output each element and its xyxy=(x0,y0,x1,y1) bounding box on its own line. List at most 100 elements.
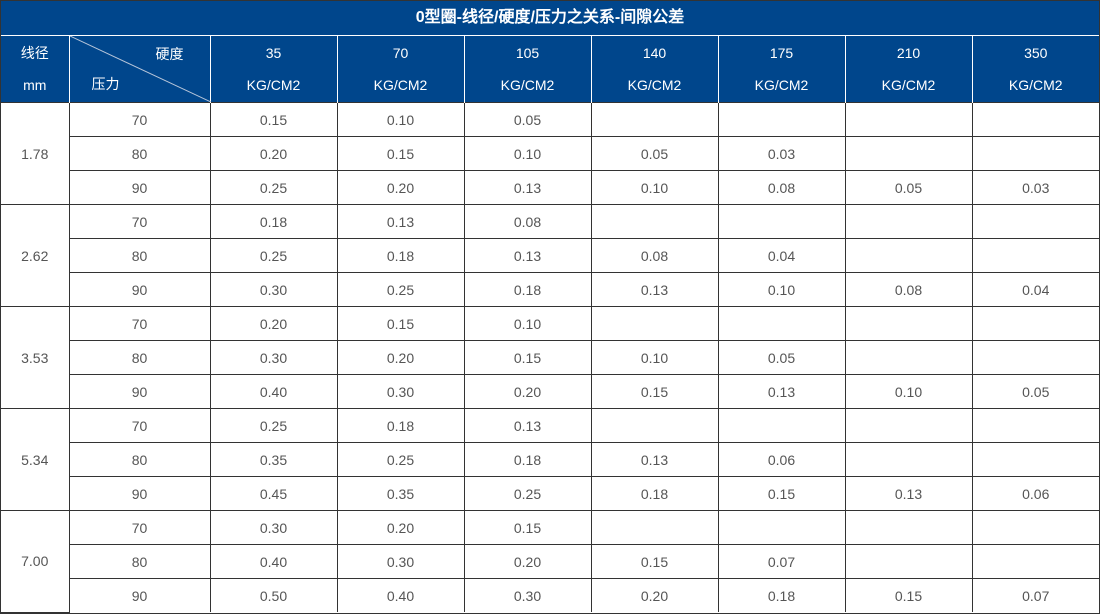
table-row: 80 0.30 0.20 0.15 0.10 0.05 xyxy=(1,340,1099,375)
tolerance-cell: 0.20 xyxy=(463,374,592,409)
tolerance-cell: 0.15 xyxy=(336,306,465,341)
pressure-value: 140 xyxy=(642,45,667,61)
tolerance-cell: 0.40 xyxy=(336,578,465,612)
tolerance-cell: 0.10 xyxy=(463,136,592,171)
hardness-cell: 80 xyxy=(68,340,211,375)
tolerance-cell xyxy=(590,102,719,137)
tolerance-cell: 0.50 xyxy=(209,578,338,612)
tolerance-cell: 0.30 xyxy=(209,340,338,375)
hardness-cell: 90 xyxy=(68,170,211,205)
tolerance-cell: 0.15 xyxy=(844,578,973,612)
table-row: 7.00 70 0.30 0.20 0.15 xyxy=(1,510,1099,613)
table-row: 90 0.40 0.30 0.20 0.15 0.13 0.10 0.05 xyxy=(1,374,1099,409)
tolerance-cell: 0.13 xyxy=(844,476,973,511)
tolerance-cell: 0.15 xyxy=(590,374,719,409)
tolerance-cell: 0.15 xyxy=(717,476,846,511)
diameter-cell: 3.53 xyxy=(1,306,70,409)
tolerance-cell xyxy=(717,306,846,341)
tolerance-cell: 0.13 xyxy=(336,204,465,239)
tolerance-cell: 0.05 xyxy=(971,374,1099,409)
tolerance-cell: 0.18 xyxy=(209,204,338,239)
diameter-label: 线径 xyxy=(20,45,49,61)
pressure-value: 350 xyxy=(1024,45,1048,61)
tolerance-cell xyxy=(971,442,1099,477)
tolerance-cell xyxy=(971,544,1099,579)
tolerance-cell xyxy=(844,102,973,137)
tolerance-cell xyxy=(971,238,1099,273)
hardness-cell: 80 xyxy=(68,238,211,273)
pressure-column-header: 140 KG/CM2 xyxy=(590,36,718,103)
tolerance-cell: 0.20 xyxy=(209,306,338,341)
pressure-unit: KG/CM2 xyxy=(754,77,809,93)
tolerance-cell: 0.08 xyxy=(717,170,846,205)
tolerance-cell: 0.08 xyxy=(590,238,719,273)
table-row: 90 0.50 0.40 0.30 0.20 0.18 0.15 0.07 xyxy=(1,578,1099,612)
tolerance-cell: 0.06 xyxy=(971,476,1099,511)
tolerance-cell: 0.13 xyxy=(590,272,719,307)
tolerance-cell: 0.10 xyxy=(336,102,465,137)
tolerance-cell: 0.10 xyxy=(844,374,973,409)
tolerance-cell: 0.05 xyxy=(590,136,719,171)
tolerance-cell: 0.04 xyxy=(717,238,846,273)
table-row: 90 0.30 0.25 0.18 0.13 0.10 0.08 0.04 xyxy=(1,272,1099,307)
hardness-cell: 70 xyxy=(68,204,211,239)
tolerance-cell: 0.13 xyxy=(463,170,592,205)
diameter-cell: 7.00 xyxy=(1,510,70,613)
tolerance-cell xyxy=(844,544,973,579)
table-row: 5.34 70 0.25 0.18 0.13 xyxy=(1,408,1099,511)
tolerance-cell: 0.07 xyxy=(717,544,846,579)
hardness-cell: 90 xyxy=(68,476,211,511)
diameter-cell: 5.34 xyxy=(1,408,70,511)
tolerance-cell: 0.03 xyxy=(971,170,1099,205)
tolerance-table: 线径 mm 硬度 压力 35 KG/CM2 70 KG/CM2 105 KG/CM2 140 K… xyxy=(1,36,1099,613)
tolerance-cell xyxy=(844,306,973,341)
tolerance-cell: 0.40 xyxy=(209,374,338,409)
tolerance-cell: 0.08 xyxy=(463,204,592,239)
tolerance-cell: 0.20 xyxy=(336,340,465,375)
tolerance-cell: 0.30 xyxy=(209,272,338,307)
hardness-label: 硬度 xyxy=(155,46,184,62)
tolerance-cell: 0.18 xyxy=(717,578,846,612)
tolerance-cell xyxy=(844,238,973,273)
tolerance-cell: 0.25 xyxy=(209,170,338,205)
tolerance-cell: 0.07 xyxy=(971,578,1099,612)
table-row: 1.78 70 0.15 0.10 0.05 xyxy=(1,102,1099,205)
tolerance-cell: 0.18 xyxy=(336,238,465,273)
tolerance-cell xyxy=(590,204,719,239)
tolerance-cell xyxy=(590,510,719,545)
tolerance-cell xyxy=(844,442,973,477)
tolerance-cell: 0.25 xyxy=(209,238,338,273)
tolerance-cell xyxy=(971,204,1099,239)
hardness-cell: 80 xyxy=(68,442,211,477)
tolerance-cell: 0.10 xyxy=(590,340,719,375)
hardness-pressure-header: 硬度 压力 xyxy=(68,36,211,103)
hardness-cell: 80 xyxy=(68,544,211,579)
tolerance-cell xyxy=(717,204,846,239)
table-row: 80 0.40 0.30 0.20 0.15 0.07 xyxy=(1,544,1099,579)
pressure-label: 压力 xyxy=(91,76,120,92)
tolerance-cell: 0.05 xyxy=(844,170,973,205)
tolerance-cell: 0.18 xyxy=(590,476,719,511)
tolerance-cell xyxy=(971,340,1099,375)
tolerance-cell: 0.06 xyxy=(717,442,846,477)
pressure-value: 70 xyxy=(392,45,409,61)
diameter-unit: mm xyxy=(23,77,47,93)
tolerance-cell xyxy=(971,408,1099,443)
table-row: 90 0.45 0.35 0.25 0.18 0.15 0.13 0.06 xyxy=(1,476,1099,511)
hardness-cell: 70 xyxy=(68,408,211,443)
tolerance-cell: 0.20 xyxy=(209,136,338,171)
table-title: 0型圈-线径/硬度/压力之关系-间隙公差 xyxy=(1,1,1099,36)
tolerance-cell xyxy=(971,510,1099,545)
tolerance-cell xyxy=(717,102,846,137)
tolerance-cell: 0.13 xyxy=(463,238,592,273)
tolerance-cell: 0.04 xyxy=(971,272,1099,307)
tolerance-cell: 0.30 xyxy=(463,578,592,612)
hardness-cell: 90 xyxy=(68,578,211,612)
tolerance-cell: 0.18 xyxy=(463,272,592,307)
tolerance-cell xyxy=(590,306,719,341)
table-row: 3.53 70 0.20 0.15 0.10 xyxy=(1,306,1099,409)
pressure-column-header: 350 KG/CM2 xyxy=(971,36,1099,103)
tolerance-cell: 0.15 xyxy=(336,136,465,171)
tolerance-cell: 0.25 xyxy=(463,476,592,511)
